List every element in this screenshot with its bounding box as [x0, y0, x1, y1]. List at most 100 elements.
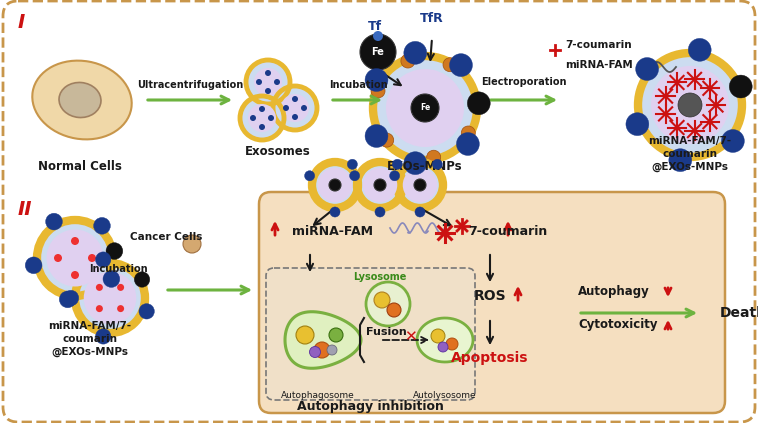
Circle shape	[139, 304, 155, 319]
Circle shape	[46, 230, 104, 286]
Circle shape	[274, 79, 280, 85]
Circle shape	[414, 179, 426, 191]
Circle shape	[246, 60, 290, 104]
Circle shape	[96, 305, 103, 312]
Circle shape	[347, 159, 358, 169]
Text: Ultracentrifugation: Ultracentrifugation	[137, 80, 243, 90]
Circle shape	[669, 149, 692, 172]
Circle shape	[268, 115, 274, 121]
Circle shape	[318, 168, 352, 202]
Circle shape	[96, 329, 111, 344]
Text: Normal Cells: Normal Cells	[38, 160, 122, 173]
Circle shape	[651, 66, 729, 144]
Circle shape	[397, 162, 443, 208]
Text: miRNA-FAM: miRNA-FAM	[565, 60, 633, 70]
Circle shape	[256, 79, 262, 85]
Circle shape	[183, 235, 201, 253]
Circle shape	[309, 346, 321, 357]
Circle shape	[296, 326, 314, 344]
Text: Autolysosome: Autolysosome	[413, 391, 477, 400]
Circle shape	[393, 159, 402, 169]
Text: Fe: Fe	[420, 104, 430, 113]
Circle shape	[468, 92, 490, 115]
Circle shape	[327, 345, 337, 355]
Text: 7-coumarin: 7-coumarin	[468, 225, 547, 238]
Circle shape	[373, 31, 383, 41]
Circle shape	[283, 105, 289, 111]
Text: TfR: TfR	[420, 12, 444, 25]
Circle shape	[371, 84, 385, 98]
Circle shape	[273, 86, 317, 130]
Circle shape	[390, 171, 399, 181]
Circle shape	[281, 94, 309, 122]
Text: Autophagy: Autophagy	[578, 285, 650, 298]
Text: Autophagosome: Autophagosome	[281, 391, 355, 400]
Circle shape	[117, 284, 124, 291]
Circle shape	[729, 75, 752, 98]
Circle shape	[94, 217, 111, 234]
Circle shape	[374, 179, 386, 191]
Circle shape	[329, 179, 341, 191]
Text: Autophagy inhibition: Autophagy inhibition	[296, 400, 443, 413]
Circle shape	[54, 254, 62, 262]
Circle shape	[106, 243, 123, 259]
Circle shape	[349, 171, 360, 181]
Circle shape	[365, 124, 388, 148]
Text: miRNA-FAM/7-
coumarin
@EXOs-MNPs: miRNA-FAM/7- coumarin @EXOs-MNPs	[648, 136, 731, 172]
Circle shape	[96, 284, 103, 291]
Circle shape	[401, 54, 415, 68]
Circle shape	[402, 168, 437, 202]
Polygon shape	[417, 318, 473, 362]
Circle shape	[71, 237, 79, 245]
Circle shape	[373, 56, 477, 160]
Circle shape	[25, 257, 42, 274]
Circle shape	[626, 113, 649, 136]
Text: Exosomes: Exosomes	[245, 145, 311, 158]
Circle shape	[250, 115, 256, 121]
Circle shape	[301, 105, 307, 111]
Circle shape	[386, 69, 464, 147]
Circle shape	[360, 34, 396, 70]
FancyBboxPatch shape	[259, 192, 725, 413]
Circle shape	[265, 70, 271, 76]
Text: Death: Death	[720, 306, 758, 320]
Circle shape	[375, 207, 385, 217]
Text: II: II	[18, 200, 33, 219]
Circle shape	[380, 133, 393, 147]
Circle shape	[330, 207, 340, 217]
Circle shape	[59, 291, 76, 308]
Circle shape	[259, 124, 265, 130]
Circle shape	[71, 271, 79, 279]
Circle shape	[678, 93, 702, 117]
Circle shape	[103, 271, 120, 287]
Circle shape	[411, 94, 439, 122]
Circle shape	[415, 207, 425, 217]
Circle shape	[438, 342, 448, 352]
Text: Apoptosis: Apoptosis	[451, 351, 529, 365]
Text: Incubation: Incubation	[89, 264, 147, 274]
Circle shape	[37, 220, 113, 296]
Circle shape	[117, 305, 124, 312]
Text: ROS: ROS	[474, 289, 506, 303]
Circle shape	[374, 292, 390, 308]
Circle shape	[638, 53, 742, 157]
Text: miRNA-FAM: miRNA-FAM	[292, 225, 373, 238]
Circle shape	[83, 272, 136, 324]
Circle shape	[64, 290, 79, 306]
Text: Electroporation: Electroporation	[481, 77, 567, 87]
Text: ✕: ✕	[403, 330, 416, 344]
Circle shape	[427, 150, 440, 164]
Polygon shape	[285, 312, 361, 368]
Text: Fe: Fe	[371, 47, 384, 57]
Circle shape	[292, 96, 298, 102]
Circle shape	[254, 68, 282, 96]
Circle shape	[248, 104, 276, 132]
Ellipse shape	[33, 60, 132, 139]
Text: 7-coumarin: 7-coumarin	[565, 40, 631, 50]
Circle shape	[134, 272, 150, 287]
Ellipse shape	[59, 82, 101, 118]
Circle shape	[312, 162, 358, 208]
FancyBboxPatch shape	[266, 268, 475, 400]
Text: Cytotoxicity: Cytotoxicity	[578, 318, 657, 331]
Circle shape	[722, 129, 744, 152]
